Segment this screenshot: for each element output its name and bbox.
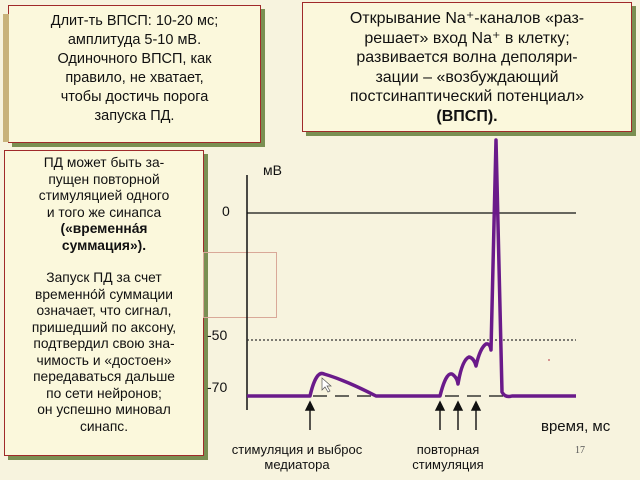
stimulus-arrow-head [304,400,316,411]
note-line: по сети нейронов; [46,385,162,401]
single-stimulation-caption: стимуляция и выброс медиатора [212,442,382,472]
slide-number: 17 [575,445,585,456]
note-line: развивается волна деполяри- [356,49,578,66]
note-line: передаваться дальше [33,369,175,384]
note-line: Открывание Na⁺-каналов «раз- [349,10,585,27]
note-line: пришедший по аксону, [31,319,177,335]
stimulus-arrow-head [452,400,464,411]
faint-highlight-rectangle [203,252,277,318]
note-line: чтобы достичь порога [60,89,209,105]
cursor-arrow-icon [321,377,332,393]
caption-line: повторная [416,442,480,457]
caption-line: медиатора [264,457,330,472]
box-edge-decoration [3,14,9,142]
epsp-abbreviation: (ВПСП). [436,107,498,125]
stimulus-arrow-head [434,400,446,411]
note-line-bold: («временна́я [60,221,148,236]
note-line: подтвердил свою зна- [33,336,175,351]
note-line: и того же синапса [46,204,162,220]
x-axis-label: время, мс [541,418,611,435]
note-line: постсинаптический потенциал» [349,88,585,105]
note-line: ПД может быть за- [43,155,165,170]
repeated-stimulation-caption: повторная стимуляция [398,442,498,472]
note-line: стимуляцией одного [38,188,170,203]
note-line: синапс. [79,418,129,434]
y-axis-unit: мВ [263,162,282,178]
note-line: правило, не хватает, [65,70,204,86]
note-line: запуска ПД. [94,108,175,124]
stimulus-arrows [304,400,482,430]
note-line: решает» вход Na⁺ в клетку; [364,29,570,47]
temporal-summation-note: ПД может быть за- пущен повторной стимул… [4,150,204,456]
note-line: Длит-ть ВПСП: 10-20 мс; [50,13,219,29]
dust-speck [548,359,550,361]
y-tick-resting: -70 [207,379,228,395]
note-line: амплитуда 5-10 мВ. [67,32,202,48]
na-channel-note: Открывание Na⁺-каналов «раз- решает» вхо… [302,2,632,132]
potential-trace [247,138,576,399]
note-line: пущен повторной [48,171,160,187]
note-line-bold: суммация»). [61,237,147,253]
note-line: зации – «возбуждающий [375,68,559,86]
y-tick-threshold: -50 [207,327,228,343]
note-line: Одиночного ВПСП, как [57,51,212,67]
epsp-duration-note: Длит-ть ВПСП: 10-20 мс; амплитуда 5-10 м… [3,5,261,143]
caption-line: стимуляция и выброс [231,442,363,457]
note-line: означает, что сигнал, [36,303,172,318]
caption-line: стимуляция [412,457,484,472]
y-tick-zero: 0 [222,203,230,219]
note-line: временно́й суммации [35,286,173,302]
note-line: чимость и «достоен» [36,352,172,368]
note-line: он успешно миновал [37,402,171,417]
note-line: Запуск ПД за счет [46,270,162,285]
stimulus-arrow-head [470,400,482,411]
